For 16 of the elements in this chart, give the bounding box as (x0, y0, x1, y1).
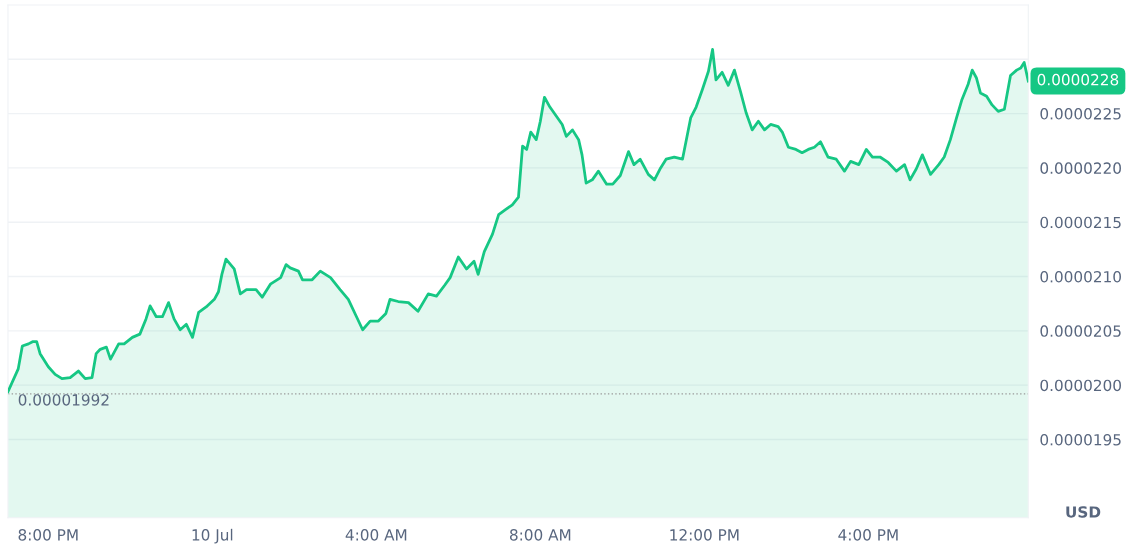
ref-line-label: 0.00001992 (18, 394, 109, 406)
y-tick-label: 0.0000215 (1040, 216, 1121, 229)
x-tick-label: 12:00 PM (670, 529, 739, 541)
y-tick-label: 0.0000220 (1040, 162, 1121, 174)
y-tick-label: 0.0000210 (1040, 271, 1121, 283)
y-tick-label: 0.0000195 (1040, 433, 1121, 446)
x-tick-label: 8:00 AM (509, 529, 571, 541)
text: USD (1066, 506, 1101, 518)
x-tick-label: 4:00 PM (838, 529, 898, 541)
y-tick-label: 0.0000200 (1040, 379, 1121, 392)
x-tick-label: 4:00 AM (345, 529, 407, 541)
text: 0.0000228 (1037, 73, 1119, 86)
x-tick-label: 10 Jul (192, 528, 233, 544)
y-tick-label: 0.0000205 (1040, 325, 1121, 337)
x-tick-label: 8:00 PM (18, 529, 78, 541)
y-tick-label: 0.0000225 (1040, 108, 1121, 120)
